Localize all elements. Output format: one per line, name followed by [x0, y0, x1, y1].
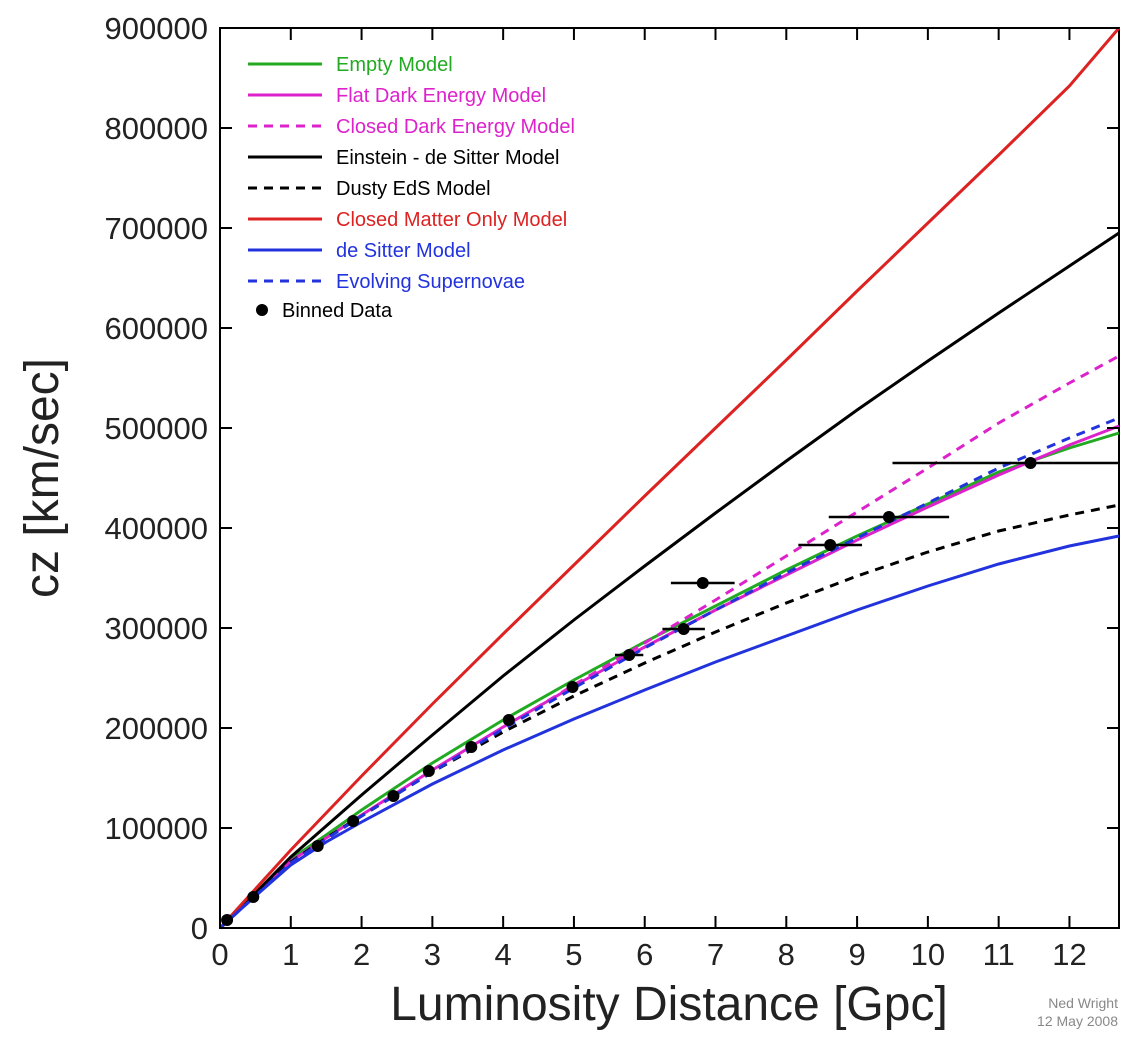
- y-tick-label: 0: [191, 911, 208, 946]
- y-tick-label: 600000: [105, 311, 208, 346]
- y-tick-label: 400000: [105, 511, 208, 546]
- x-tick-label: 12: [1052, 937, 1086, 972]
- legend-label-de-sitter-model: de Sitter Model: [336, 240, 471, 262]
- data-point-14: [882, 511, 895, 523]
- data-point-12: [696, 577, 709, 589]
- data-point-7: [465, 741, 478, 753]
- y-tick-label: 200000: [105, 711, 208, 746]
- y-axis-title: cz [km/sec]: [16, 358, 69, 598]
- x-tick-label: 2: [353, 937, 370, 972]
- x-axis-title: Luminosity Distance [Gpc]: [390, 978, 948, 1031]
- series-line-empty-model: [218, 431, 1120, 930]
- y-tick-label: 700000: [105, 211, 208, 246]
- data-point-13: [824, 539, 837, 551]
- data-point-5: [387, 790, 400, 802]
- data-point-10: [623, 649, 636, 661]
- plot-frame: [219, 27, 1120, 929]
- series-line-closed-dark-energy-model: [218, 354, 1120, 930]
- legend-label-einstein-de-sitter-model: Einstein - de Sitter Model: [336, 147, 559, 169]
- credit-author: Ned Wright: [1048, 995, 1118, 1011]
- x-tick-label: 10: [911, 937, 945, 972]
- legend-label-binned-data: Binned Data: [282, 300, 393, 322]
- data-point-9: [566, 681, 579, 693]
- legend-label-closed-matter-only-model: Closed Matter Only Model: [336, 209, 567, 231]
- data-point-4: [347, 815, 360, 827]
- y-tick-label: 800000: [105, 111, 208, 146]
- legend-label-evolving-supernovae: Evolving Supernovae: [336, 271, 525, 293]
- data-point-11: [677, 623, 690, 635]
- x-tick-label: 6: [636, 937, 653, 972]
- y-tick-label: 900000: [105, 11, 208, 46]
- legend-swatch-binned-data: [256, 304, 268, 316]
- data-point-15: [1024, 457, 1037, 469]
- x-tick-label: 0: [211, 937, 228, 972]
- y-axis-ticks: 0 100000 200000 300000 400000 500000 600000 700…: [105, 11, 1119, 946]
- binned-data-points: [221, 457, 1119, 926]
- data-point-6: [422, 765, 435, 777]
- y-tick-label: 500000: [105, 411, 208, 446]
- x-tick-label: 11: [983, 937, 1015, 972]
- data-point-8: [502, 714, 515, 726]
- x-tick-label: 7: [707, 937, 724, 972]
- x-tick-label: 3: [424, 937, 441, 972]
- legend-label-flat-dark-energy-model: Flat Dark Energy Model: [336, 85, 546, 107]
- y-tick-label: 300000: [105, 611, 208, 646]
- x-axis-ticks: 0 1 2 3 4 5 6 7 8 9 10 11 12: [211, 28, 1087, 972]
- series-line-flat-dark-energy-model: [218, 424, 1120, 930]
- x-tick-label: 5: [565, 937, 582, 972]
- data-point-3: [311, 840, 324, 852]
- series-line-evolving-supernovae: [218, 416, 1120, 930]
- data-point-2: [247, 891, 260, 903]
- y-tick-label: 100000: [105, 811, 208, 846]
- legend-label-dusty-eds-model: Dusty EdS Model: [336, 178, 491, 200]
- x-tick-label: 8: [778, 937, 795, 972]
- legend-label-empty-model: Empty Model: [336, 54, 453, 76]
- model-curves: [218, 27, 1121, 930]
- data-point-1: [221, 914, 234, 926]
- legend: Empty Model Flat Dark Energy Model Closed …: [248, 54, 575, 322]
- series-line-einstein-de-sitter-model: [218, 231, 1120, 930]
- credit-date: 12 May 2008: [1037, 1013, 1118, 1029]
- x-tick-label: 1: [282, 937, 299, 972]
- series-line-closed-matter-only-model: [218, 27, 1121, 930]
- series-line-de-sitter-model: [218, 534, 1120, 930]
- x-tick-label: 9: [848, 937, 865, 972]
- x-tick-label: 4: [495, 937, 512, 972]
- legend-label-closed-dark-energy-model: Closed Dark Energy Model: [336, 116, 575, 138]
